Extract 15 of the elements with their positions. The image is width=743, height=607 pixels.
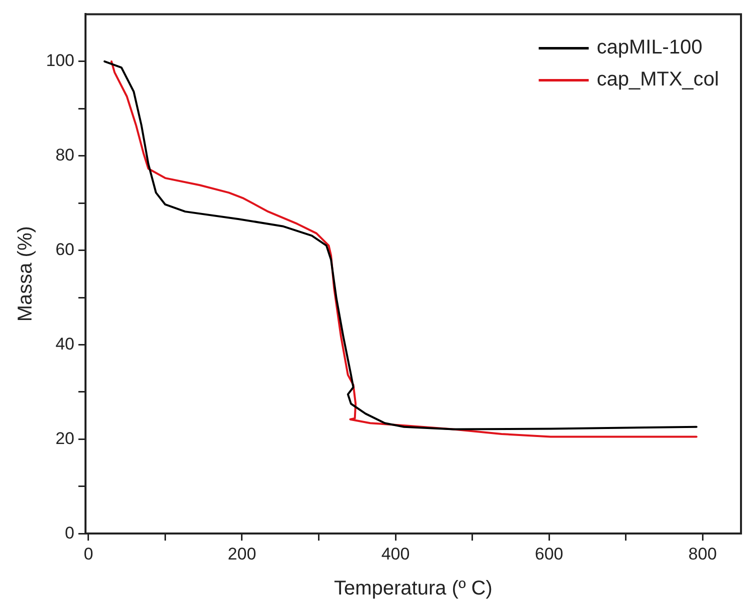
y-tick-label: 100 [46, 51, 74, 70]
legend-label: capMIL-100 [596, 36, 702, 59]
x-tick-label: 600 [534, 544, 564, 564]
y-tick-label: 80 [55, 146, 74, 165]
y-tick-label: 0 [64, 523, 74, 542]
y-tick-label: 20 [55, 428, 74, 448]
x-tick-label: 800 [688, 544, 717, 564]
y-tick-label: 60 [55, 240, 74, 259]
x-tick-label: 0 [84, 544, 94, 564]
y-axis-title: Massa (%) [14, 226, 37, 322]
x-axis-title: Temperatura (º C) [334, 578, 492, 600]
x-tick-label: 400 [381, 544, 410, 564]
x-tick-label: 200 [228, 544, 256, 564]
legend-label: cap_MTX_col [596, 68, 720, 91]
y-tick-label: 40 [55, 334, 74, 354]
